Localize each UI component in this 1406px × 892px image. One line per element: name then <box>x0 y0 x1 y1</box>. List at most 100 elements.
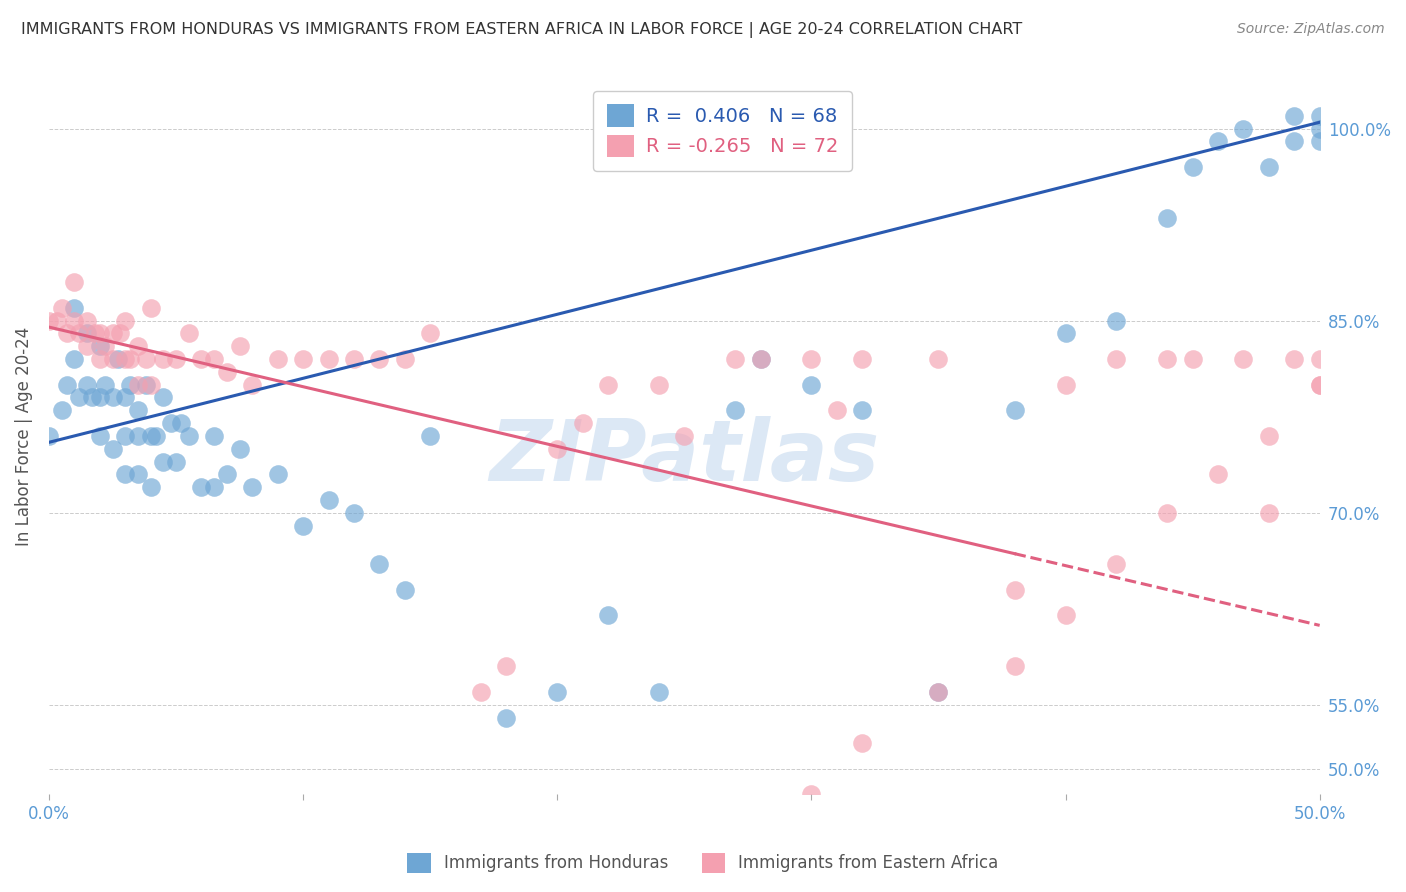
Point <box>152 352 174 367</box>
Point <box>800 352 823 367</box>
Point <box>1105 557 1128 571</box>
Point <box>1004 403 1026 417</box>
Point <box>596 377 619 392</box>
Point <box>419 429 441 443</box>
Point <box>1206 135 1229 149</box>
Point <box>1257 506 1279 520</box>
Point <box>1284 109 1306 123</box>
Point <box>240 377 263 392</box>
Point <box>76 339 98 353</box>
Point <box>215 467 238 482</box>
Point <box>83 326 105 341</box>
Point <box>851 736 873 750</box>
Point <box>38 429 60 443</box>
Point <box>318 492 340 507</box>
Point <box>127 403 149 417</box>
Point <box>648 685 671 699</box>
Point <box>1284 352 1306 367</box>
Point <box>1004 582 1026 597</box>
Point <box>94 377 117 392</box>
Point <box>1156 506 1178 520</box>
Point <box>1309 135 1331 149</box>
Point <box>368 352 391 367</box>
Point <box>139 377 162 392</box>
Point <box>1309 352 1331 367</box>
Point <box>51 403 73 417</box>
Point <box>165 454 187 468</box>
Point <box>114 391 136 405</box>
Point <box>120 377 142 392</box>
Point <box>139 480 162 494</box>
Point <box>55 326 77 341</box>
Point <box>177 326 200 341</box>
Point <box>495 659 517 673</box>
Point <box>368 557 391 571</box>
Point <box>749 352 772 367</box>
Point <box>1054 377 1077 392</box>
Point <box>114 429 136 443</box>
Point <box>139 301 162 315</box>
Point <box>1309 109 1331 123</box>
Legend: R =  0.406   N = 68, R = -0.265   N = 72: R = 0.406 N = 68, R = -0.265 N = 72 <box>593 91 852 170</box>
Point <box>546 685 568 699</box>
Point <box>135 352 157 367</box>
Point <box>76 377 98 392</box>
Point <box>1232 121 1254 136</box>
Point <box>160 416 183 430</box>
Point <box>127 377 149 392</box>
Point <box>135 377 157 392</box>
Point <box>1181 352 1204 367</box>
Point <box>139 429 162 443</box>
Point <box>63 314 86 328</box>
Point <box>1054 608 1077 623</box>
Point <box>69 326 91 341</box>
Point <box>292 518 315 533</box>
Point <box>55 377 77 392</box>
Point <box>267 467 290 482</box>
Y-axis label: In Labor Force | Age 20-24: In Labor Force | Age 20-24 <box>15 326 32 546</box>
Point <box>1257 429 1279 443</box>
Point <box>927 685 949 699</box>
Point <box>419 326 441 341</box>
Point <box>1105 352 1128 367</box>
Point <box>114 467 136 482</box>
Point <box>63 301 86 315</box>
Point <box>202 352 225 367</box>
Point <box>114 314 136 328</box>
Point <box>127 339 149 353</box>
Point <box>749 352 772 367</box>
Point <box>851 352 873 367</box>
Point <box>51 301 73 315</box>
Point <box>927 685 949 699</box>
Point <box>202 480 225 494</box>
Point <box>1284 135 1306 149</box>
Point <box>94 339 117 353</box>
Point <box>190 352 212 367</box>
Point <box>101 442 124 456</box>
Point <box>82 391 104 405</box>
Point <box>89 339 111 353</box>
Point <box>1054 326 1077 341</box>
Point <box>127 429 149 443</box>
Point <box>825 403 848 417</box>
Legend: Immigrants from Honduras, Immigrants from Eastern Africa: Immigrants from Honduras, Immigrants fro… <box>401 847 1005 880</box>
Point <box>343 352 366 367</box>
Point <box>120 352 142 367</box>
Point <box>1257 160 1279 174</box>
Point <box>800 788 823 802</box>
Point <box>152 391 174 405</box>
Point <box>76 326 98 341</box>
Point <box>114 352 136 367</box>
Point <box>228 442 250 456</box>
Point <box>596 608 619 623</box>
Point <box>101 352 124 367</box>
Point <box>724 403 747 417</box>
Point <box>202 429 225 443</box>
Point <box>648 377 671 392</box>
Point <box>546 442 568 456</box>
Point <box>343 506 366 520</box>
Point <box>190 480 212 494</box>
Point <box>571 416 593 430</box>
Point <box>851 403 873 417</box>
Point <box>1156 352 1178 367</box>
